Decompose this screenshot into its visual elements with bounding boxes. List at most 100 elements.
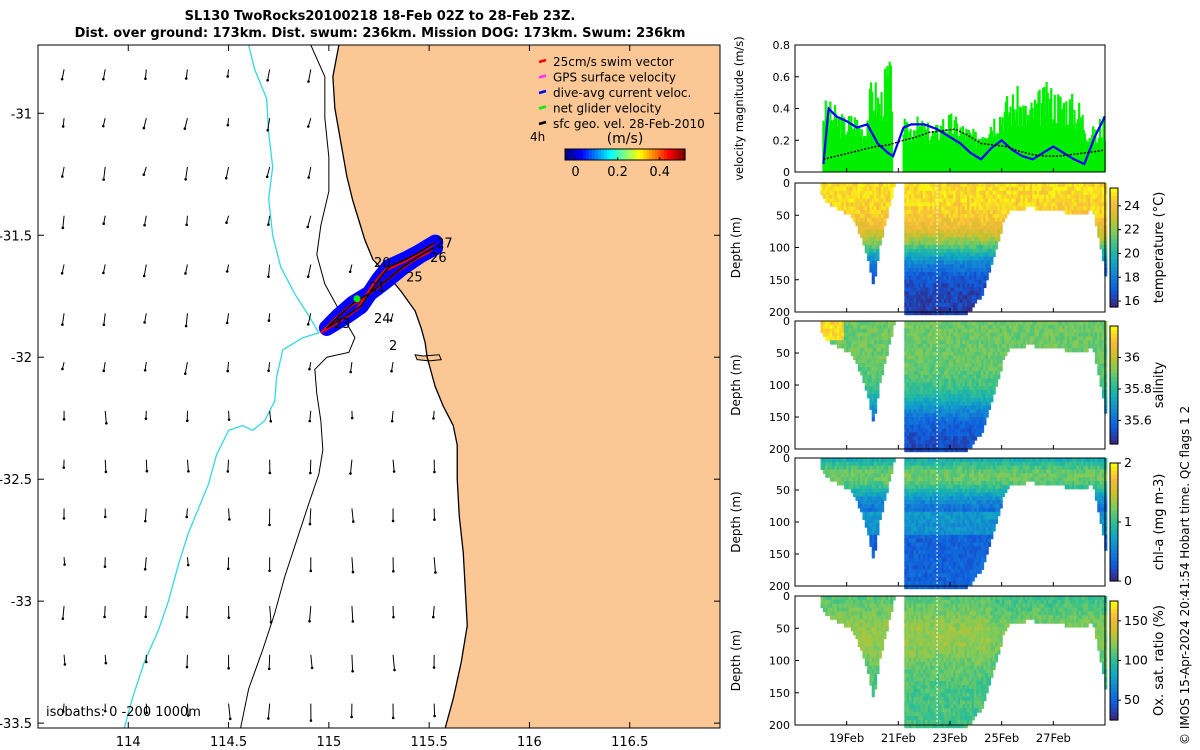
section-cell xyxy=(953,299,957,304)
section-cell xyxy=(971,252,975,258)
section-cell xyxy=(974,190,978,196)
section-cell xyxy=(936,428,940,433)
section-cell xyxy=(1076,332,1080,337)
section-cell xyxy=(904,287,908,292)
section-cell xyxy=(948,291,952,296)
section-cell xyxy=(1006,198,1010,203)
geo-vector xyxy=(267,69,271,81)
geo-vector-head xyxy=(433,714,436,718)
section-cell xyxy=(999,221,1003,227)
section-cell xyxy=(1078,332,1082,337)
section-cell xyxy=(941,393,945,399)
section-cell xyxy=(913,221,917,227)
section-cell xyxy=(1078,206,1082,211)
section-cell xyxy=(990,332,994,337)
section-cell xyxy=(967,206,971,211)
section-cell xyxy=(1020,340,1024,345)
section-cell xyxy=(1092,210,1096,215)
geo-vector xyxy=(267,703,271,719)
section-cell xyxy=(999,363,1003,368)
section-cell xyxy=(904,275,908,281)
section-cell xyxy=(950,264,954,269)
section-cell xyxy=(960,393,964,399)
section-cell xyxy=(957,275,961,281)
section-cell xyxy=(911,221,915,227)
section-cell xyxy=(948,390,952,395)
section-cell xyxy=(957,351,961,357)
section-cell xyxy=(848,340,852,345)
section-cell xyxy=(1036,336,1040,341)
section-cell xyxy=(929,256,933,261)
section-cell xyxy=(971,413,975,418)
section-cell xyxy=(1094,359,1099,364)
section-cell xyxy=(1060,206,1064,211)
section-cell xyxy=(962,432,966,437)
section-cell xyxy=(853,202,857,207)
geo-vector-head xyxy=(184,272,187,275)
section-cell xyxy=(1067,210,1071,215)
section-cell xyxy=(1104,370,1108,376)
map-y-tick-label: -31.5 xyxy=(0,229,32,244)
section-cell xyxy=(922,321,926,326)
colorbar-segment xyxy=(673,149,677,160)
section-cell xyxy=(878,374,882,380)
section-cell xyxy=(1104,390,1108,395)
section-cell xyxy=(881,370,885,376)
section-cell xyxy=(857,186,861,192)
geo-vector-head xyxy=(267,369,270,373)
section-cell xyxy=(969,299,973,304)
geo-vector-head xyxy=(185,419,189,423)
geo-vector-head xyxy=(390,419,394,423)
section-cell xyxy=(985,206,989,211)
geo-vector-head xyxy=(144,77,147,81)
section-cell xyxy=(978,217,982,223)
section-cell xyxy=(957,310,961,316)
section-cell xyxy=(920,413,924,418)
section-cell xyxy=(932,229,936,234)
section-cell xyxy=(922,194,926,200)
section-cell xyxy=(960,272,964,277)
section-cell xyxy=(1099,367,1103,372)
colorbar-tick-label: 24 xyxy=(1124,198,1140,213)
section-cell xyxy=(918,272,922,277)
section-cell xyxy=(867,355,871,360)
section-cell xyxy=(881,321,885,326)
section-cell xyxy=(1074,194,1078,200)
section-cell xyxy=(955,202,959,207)
section-cell xyxy=(839,321,843,326)
section-cell xyxy=(853,458,857,463)
section-cell xyxy=(953,355,957,360)
section-cell xyxy=(927,237,931,242)
section-cell xyxy=(953,324,957,330)
section-cell xyxy=(871,213,875,219)
section-cell xyxy=(915,370,920,376)
section-cell xyxy=(950,367,954,372)
section-cell xyxy=(876,256,880,261)
section-cell xyxy=(1087,321,1092,326)
section-cell xyxy=(1080,194,1085,200)
section-cell xyxy=(1048,194,1052,200)
section-cell xyxy=(888,324,892,330)
section-cell xyxy=(915,217,920,223)
section-cell xyxy=(927,221,931,227)
section-cell xyxy=(929,210,933,215)
section-cell xyxy=(1087,206,1092,211)
section-cell xyxy=(950,272,954,277)
section-cell xyxy=(943,443,947,449)
section-cell xyxy=(908,378,913,384)
section-cell xyxy=(855,198,859,203)
colorbar-cell xyxy=(1110,215,1118,221)
section-cell xyxy=(1001,351,1006,357)
section-cell xyxy=(1041,186,1045,192)
section-cell xyxy=(934,424,938,430)
section-cell xyxy=(962,244,966,250)
section-cell xyxy=(846,465,850,471)
section-cell xyxy=(962,374,966,380)
section-cell xyxy=(997,233,1001,238)
section-cell xyxy=(920,420,924,426)
section-cell xyxy=(1022,340,1026,345)
section-cell xyxy=(1071,328,1075,334)
section-cell xyxy=(850,488,854,494)
section-cell xyxy=(934,386,938,391)
section-cell xyxy=(832,332,836,337)
